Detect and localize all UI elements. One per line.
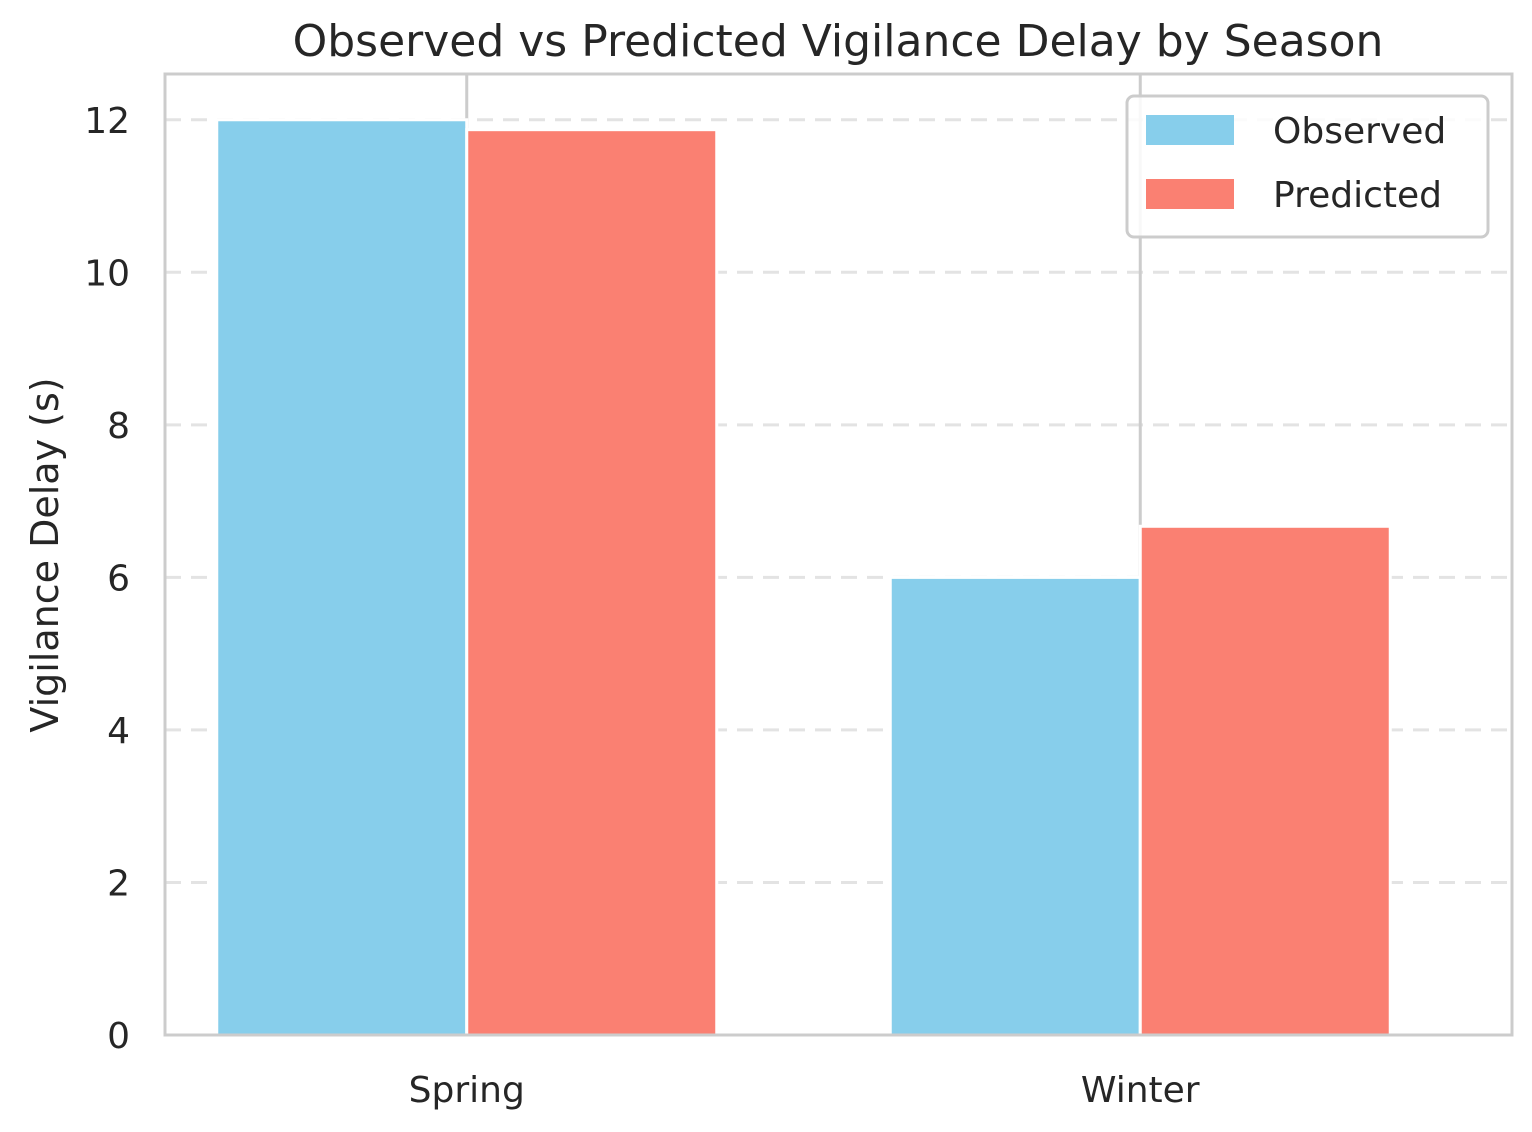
plot-frame <box>163 72 1514 1037</box>
chart-title: Observed vs Predicted Vigilance Delay by… <box>293 16 1384 67</box>
legend-swatch-predicted <box>1146 179 1234 209</box>
legend-swatch-observed <box>1146 115 1234 145</box>
y-tick-label: 10 <box>84 253 130 294</box>
y-tick-labels: 0 2 4 6 8 10 12 <box>84 101 130 1057</box>
bar-predicted-spring <box>465 128 719 1037</box>
bar-observed-winter <box>888 575 1142 1037</box>
x-tick-label: Winter <box>1081 1070 1200 1111</box>
legend: Observed Predicted <box>1125 94 1490 239</box>
y-tick-label: 0 <box>107 1016 130 1057</box>
y-tick-label: 8 <box>107 406 130 447</box>
x-tick-label: Spring <box>409 1070 525 1111</box>
y-tick-label: 12 <box>84 101 130 142</box>
bar-observed-spring <box>215 118 469 1037</box>
y-tick-label: 6 <box>107 558 130 599</box>
y-tick-label: 4 <box>107 711 130 752</box>
y-tick-label: 2 <box>107 863 130 904</box>
legend-label-observed: Observed <box>1273 111 1446 152</box>
x-tick-labels: Spring Winter <box>409 1070 1200 1111</box>
legend-label-predicted: Predicted <box>1273 175 1442 216</box>
y-axis-label: Vigilance Delay (s) <box>23 377 67 732</box>
bar-predicted-winter <box>1138 524 1392 1037</box>
